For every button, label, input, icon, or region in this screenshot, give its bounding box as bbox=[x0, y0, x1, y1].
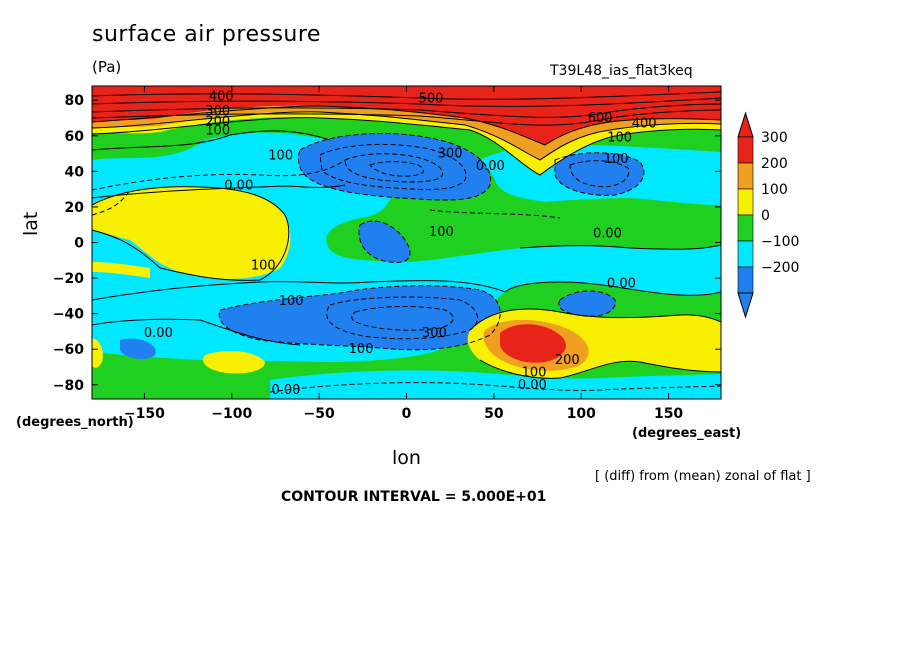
contour-label: 200 bbox=[205, 115, 230, 130]
contour-interval: CONTOUR INTERVAL = 5.000E+01 bbox=[281, 489, 547, 505]
y-tick-label: 80 bbox=[65, 93, 85, 109]
x-tick-label: −100 bbox=[211, 406, 252, 422]
contour-label: 0.00 bbox=[144, 326, 173, 341]
y-tick-label: 40 bbox=[65, 164, 85, 180]
colorbar-label: 300 bbox=[761, 130, 788, 146]
contour-label: 100 bbox=[522, 365, 547, 380]
south-west-yellow bbox=[203, 350, 265, 374]
contour-label: 0.00 bbox=[607, 276, 636, 291]
colorbar-label: 0 bbox=[761, 208, 770, 224]
contour-label: 100 bbox=[349, 342, 374, 357]
tropical-yellow-region bbox=[92, 186, 291, 280]
colorbar-segment bbox=[737, 136, 754, 164]
contour-label: 500 bbox=[419, 91, 444, 106]
y-tick-label: 0 bbox=[74, 236, 84, 252]
colorbar-label: 200 bbox=[761, 156, 788, 172]
x-tick-label: 150 bbox=[654, 406, 683, 422]
colorbar-segment bbox=[737, 188, 754, 216]
contour-label: 100 bbox=[268, 148, 293, 163]
x-tick-label: 50 bbox=[484, 406, 504, 422]
colorbar-bottom-arrow bbox=[737, 292, 754, 319]
contour-label: 100 bbox=[279, 294, 304, 309]
difference-note: [ (diff) from (mean) zonal of flat ] bbox=[595, 469, 811, 484]
y-tick-label: −80 bbox=[53, 378, 84, 394]
contour-label: 100 bbox=[251, 259, 276, 274]
units-label: (Pa) bbox=[92, 58, 122, 76]
contour-label: 100 bbox=[604, 152, 629, 167]
x-axis-label: lon bbox=[392, 447, 421, 469]
colorbar-segment bbox=[737, 162, 754, 190]
y-tick-label: −40 bbox=[53, 307, 84, 323]
contour-label: 0.00 bbox=[224, 179, 253, 194]
strong-negative-fill-regions bbox=[120, 133, 644, 360]
x-tick-label: −50 bbox=[304, 406, 335, 422]
contour-label: 100 bbox=[205, 123, 230, 138]
experiment-label: T39L48_ias_flat3keq bbox=[550, 63, 693, 79]
yellow-west-strip bbox=[92, 262, 150, 278]
colorbar-top-arrow bbox=[737, 111, 754, 138]
chart-title: surface air pressure bbox=[92, 22, 321, 47]
south-east-yellow bbox=[637, 318, 701, 348]
south-red-region bbox=[500, 324, 566, 363]
contour-label: 400 bbox=[632, 116, 657, 131]
colorbar-segment bbox=[737, 266, 754, 294]
contour-label: 100 bbox=[607, 131, 632, 146]
contour-label: 600. bbox=[588, 111, 617, 126]
colorbar-segment bbox=[737, 240, 754, 268]
contour-label: 0.00 bbox=[271, 383, 300, 398]
contour-label: 300 bbox=[422, 326, 447, 341]
y-tick-label: −20 bbox=[53, 271, 84, 287]
y-tick-label: −60 bbox=[53, 342, 84, 358]
far-west-yellow bbox=[92, 338, 103, 368]
contour-label: 0.00 bbox=[476, 159, 505, 174]
colorbar: 300 200 100 0 −100 −200 bbox=[737, 111, 799, 319]
x-tick-label: −150 bbox=[124, 406, 165, 422]
contour-label: 0.00 bbox=[593, 227, 622, 242]
contour-label: 200 bbox=[555, 353, 580, 368]
colorbar-segment bbox=[737, 214, 754, 242]
colorbar-label: 100 bbox=[761, 182, 788, 198]
dashed-contour-lines bbox=[92, 133, 721, 393]
contour-label: 0.00 bbox=[518, 378, 547, 393]
y-tick-label: 20 bbox=[65, 200, 85, 216]
colorbar-label: −100 bbox=[761, 234, 799, 250]
contour-label: 400 bbox=[209, 90, 234, 105]
x-tick-label: 100 bbox=[567, 406, 596, 422]
y-axis-unit: (degrees_north) bbox=[16, 415, 134, 430]
y-tick-label: 60 bbox=[65, 129, 85, 145]
contour-label: 100 bbox=[429, 225, 454, 240]
contour-label: 300 bbox=[205, 104, 230, 119]
x-axis-ticks: −150 −100 −50 0 50 100 150 bbox=[124, 86, 683, 422]
contour-lines bbox=[92, 91, 721, 379]
contour-label: 300 bbox=[438, 147, 463, 162]
x-tick-label: 0 bbox=[402, 406, 412, 422]
y-axis-label: lat bbox=[20, 211, 42, 236]
x-axis-unit: (degrees_east) bbox=[632, 426, 742, 441]
colorbar-label: −200 bbox=[761, 260, 799, 276]
